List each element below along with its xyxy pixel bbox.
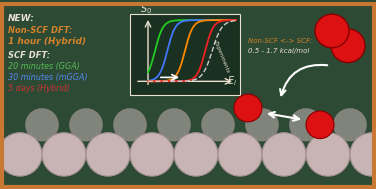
Bar xyxy=(130,14,240,95)
Circle shape xyxy=(130,133,174,176)
Text: 20 minutes (GGA): 20 minutes (GGA) xyxy=(8,63,80,71)
Text: Non-SCF <-> SCF:: Non-SCF <-> SCF: xyxy=(248,38,312,44)
Text: Experiments: Experiments xyxy=(213,40,230,74)
Circle shape xyxy=(262,133,306,176)
Text: $E_i$: $E_i$ xyxy=(227,74,237,88)
Text: NEW:: NEW: xyxy=(8,14,35,23)
Circle shape xyxy=(174,133,218,176)
Text: 0.5 - 1.7 kcal/mol: 0.5 - 1.7 kcal/mol xyxy=(248,48,309,54)
Circle shape xyxy=(114,108,147,141)
Text: Non-SCF DFT:: Non-SCF DFT: xyxy=(8,26,72,35)
Circle shape xyxy=(0,133,42,176)
Circle shape xyxy=(246,108,279,141)
Circle shape xyxy=(158,108,191,141)
Circle shape xyxy=(86,133,130,176)
Circle shape xyxy=(290,108,323,141)
Text: SCF DFT:: SCF DFT: xyxy=(8,51,50,60)
Text: $S_0$: $S_0$ xyxy=(140,2,152,16)
Circle shape xyxy=(218,133,262,176)
Circle shape xyxy=(334,108,367,141)
Circle shape xyxy=(42,133,86,176)
Circle shape xyxy=(26,108,59,141)
Text: 1 hour (Hybrid): 1 hour (Hybrid) xyxy=(8,37,86,46)
Circle shape xyxy=(350,133,376,176)
Text: 30 minutes (mGGA): 30 minutes (mGGA) xyxy=(8,73,88,82)
Circle shape xyxy=(331,29,365,63)
Circle shape xyxy=(306,133,350,176)
Circle shape xyxy=(234,94,262,122)
Circle shape xyxy=(306,111,334,139)
Circle shape xyxy=(70,108,103,141)
Text: 5 days (Hybrid): 5 days (Hybrid) xyxy=(8,84,70,93)
Circle shape xyxy=(315,14,349,48)
Circle shape xyxy=(202,108,235,141)
